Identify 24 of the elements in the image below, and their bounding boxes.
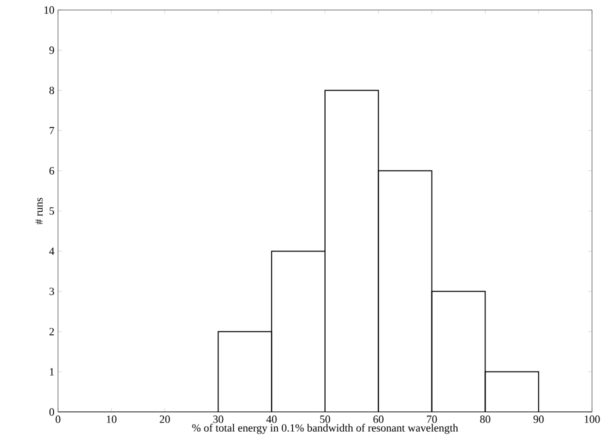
x-tick-label: 80	[480, 416, 490, 423]
x-tick-label: 50	[320, 416, 330, 423]
y-tick-label: 2	[49, 328, 54, 336]
x-tick-label: 30	[213, 416, 224, 423]
y-tick-label: 1	[50, 368, 54, 376]
x-tick-label: 70	[427, 416, 437, 423]
y-tick-label: 7	[50, 127, 54, 134]
x-tick-label: 100	[584, 416, 600, 423]
x-tick-label: 20	[160, 416, 170, 423]
y-tick-label: 8	[49, 86, 54, 94]
x-tick-label: 10	[106, 416, 116, 423]
y-tick-label: 4	[49, 248, 54, 255]
y-tick-label: 0	[49, 408, 54, 416]
y-tick-label: 3	[50, 288, 54, 296]
x-tick-label: 60	[373, 416, 384, 423]
x-tick-label: 90	[533, 416, 544, 423]
y-tick-label: 10	[44, 6, 54, 14]
y-tick-label: 5	[50, 207, 54, 215]
x-tick-label: 0	[56, 416, 60, 423]
y-tick-label: 6	[49, 167, 54, 174]
y-tick-label: 9	[49, 46, 54, 54]
x-axis-title: % of total energy in 0.1% bandwidth of resonant wavelength	[192, 424, 458, 434]
x-tick-label: 40	[266, 416, 277, 423]
y-axis-title: # runs	[35, 198, 43, 224]
